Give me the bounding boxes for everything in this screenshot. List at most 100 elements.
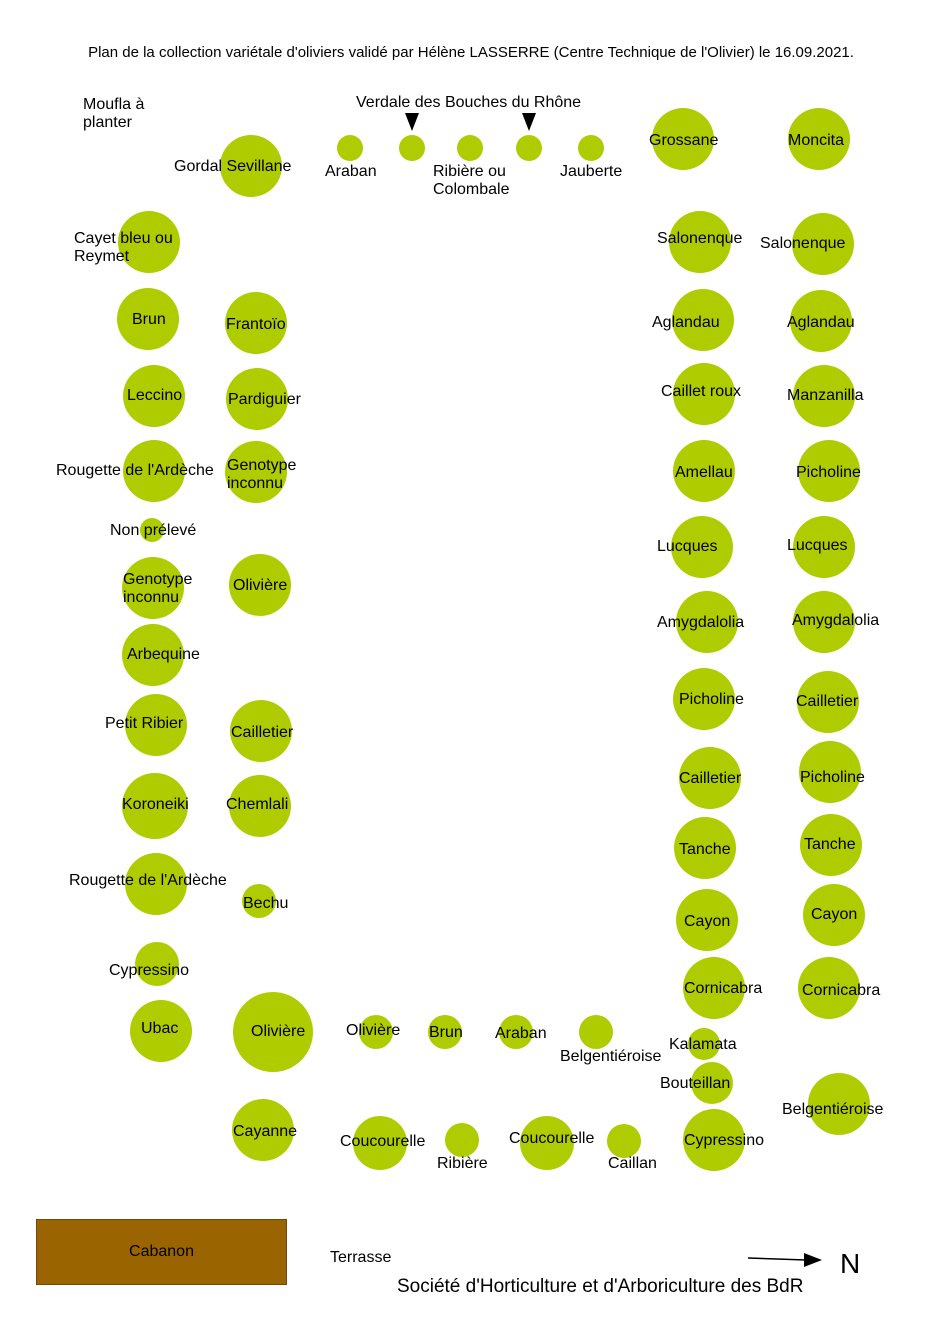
olive-tree — [683, 957, 745, 1019]
olive-tree — [399, 135, 425, 161]
olive-tree — [125, 694, 187, 756]
tree-label: Olivière — [233, 577, 288, 594]
olive-tree — [793, 516, 855, 578]
tree-label: Genotype inconnu — [123, 571, 193, 606]
olive-tree — [359, 1015, 393, 1049]
moufla-note: Moufla à planter — [83, 96, 145, 131]
tree-label: Amygdalolia — [792, 612, 880, 629]
olive-tree — [229, 554, 291, 616]
tree-label: Moncita — [788, 132, 845, 149]
tree-label: Aglandau — [787, 314, 855, 331]
olive-tree — [808, 1073, 870, 1135]
tree-label: Caillan — [608, 1155, 657, 1172]
olive-tree — [457, 135, 483, 161]
olive-tree — [798, 957, 860, 1019]
olive-tree — [790, 290, 852, 352]
tree-label: Cypressino — [109, 962, 190, 979]
tree-label: Araban — [325, 163, 377, 180]
tree-label: Cayon — [684, 913, 731, 930]
north-arrow-icon — [748, 1253, 822, 1267]
verdale-note: Verdale des Bouches du Rhône — [356, 94, 582, 111]
olive-tree — [683, 1109, 745, 1171]
olive-tree — [229, 775, 291, 837]
tree-label: Non prélevé — [110, 522, 197, 539]
olive-tree — [122, 773, 188, 839]
olive-tree — [671, 516, 733, 578]
olive-tree — [652, 108, 714, 170]
tree-label: Coucourelle — [509, 1130, 595, 1147]
olive-tree — [445, 1123, 479, 1157]
society-footer: Société d'Horticulture et d'Arboricultur… — [397, 1276, 804, 1297]
olive-tree — [140, 518, 164, 542]
tree-label: Rougette de l'Ardèche — [69, 872, 227, 889]
tree-label: Kalamata — [669, 1036, 737, 1053]
olive-tree — [499, 1015, 533, 1049]
tree-label: Cayon — [811, 906, 858, 923]
tree-label: Cornicabra — [684, 980, 763, 997]
tree-label: Belgentiéroise — [782, 1101, 884, 1118]
verdale-pointer-right — [522, 113, 536, 131]
tree-label: Salonenque — [760, 235, 846, 252]
tree-label: Cayet bleu ou Reymet — [74, 230, 173, 265]
tree-label: Coucourelle — [340, 1133, 426, 1150]
olive-tree — [233, 992, 313, 1072]
tree-label: Aglandau — [652, 314, 720, 331]
tree-label: Tanche — [679, 841, 731, 858]
olive-tree — [230, 700, 292, 762]
olive-tree — [669, 211, 731, 273]
olive-tree — [118, 211, 180, 273]
olive-tree — [516, 135, 542, 161]
olive-tree — [679, 747, 741, 809]
tree-label: Cornicabra — [802, 982, 881, 999]
olive-tree — [798, 440, 860, 502]
tree-label: Grossane — [649, 132, 719, 149]
olive-tree — [122, 557, 184, 619]
tree-label: Amygdalolia — [657, 614, 745, 631]
tree-label: Petit Ribier — [105, 715, 184, 732]
olive-tree — [242, 884, 276, 918]
tree-label: Bouteillan — [660, 1075, 731, 1092]
olive-tree — [607, 1124, 641, 1158]
tree-label: Bechu — [243, 895, 289, 912]
tree-label: Lucques — [787, 537, 848, 554]
tree-label: Leccino — [127, 387, 183, 404]
tree-label: Cypressino — [684, 1132, 765, 1149]
olive-tree — [123, 440, 185, 502]
cabanon-building: Cabanon — [36, 1219, 287, 1285]
cabanon-label: Cabanon — [129, 1243, 194, 1260]
olive-tree — [673, 440, 735, 502]
olive-tree — [793, 591, 855, 653]
olive-tree — [792, 213, 854, 275]
olive-tree — [232, 1099, 294, 1161]
olive-tree — [799, 741, 861, 803]
tree-label: Ribière — [437, 1155, 488, 1172]
tree-label: Picholine — [796, 464, 861, 481]
tree-label: Arbequine — [127, 646, 200, 663]
tree-label: Chemlali — [226, 796, 289, 813]
tree-label: Ubac — [141, 1020, 179, 1037]
olive-tree — [793, 365, 855, 427]
tree-label: Cailletier — [679, 770, 742, 787]
tree-label: Gordal Sevillane — [174, 158, 292, 175]
tree-label: Pardiguier — [228, 391, 301, 408]
tree-label: Rougette de l'Ardèche — [56, 462, 214, 479]
tree-label: Amellau — [675, 464, 733, 481]
tree-label: Picholine — [679, 691, 744, 708]
olive-tree — [803, 884, 865, 946]
olive-tree — [130, 1000, 192, 1062]
tree-label: Manzanilla — [787, 387, 864, 404]
tree-label: Brun — [429, 1024, 463, 1041]
tree-label: Olivière — [346, 1022, 401, 1039]
olive-tree — [800, 814, 862, 876]
olive-tree — [673, 363, 735, 425]
tree-label: Salonenque — [657, 230, 743, 247]
olive-tree — [220, 135, 282, 197]
olive-tree — [135, 942, 179, 986]
tree-label: Cayanne — [233, 1123, 298, 1140]
olive-tree — [676, 889, 738, 951]
verdale-pointer-left — [405, 113, 419, 131]
olive-tree — [674, 817, 736, 879]
olive-tree — [578, 135, 604, 161]
tree-label: Genotype inconnu — [227, 457, 297, 492]
